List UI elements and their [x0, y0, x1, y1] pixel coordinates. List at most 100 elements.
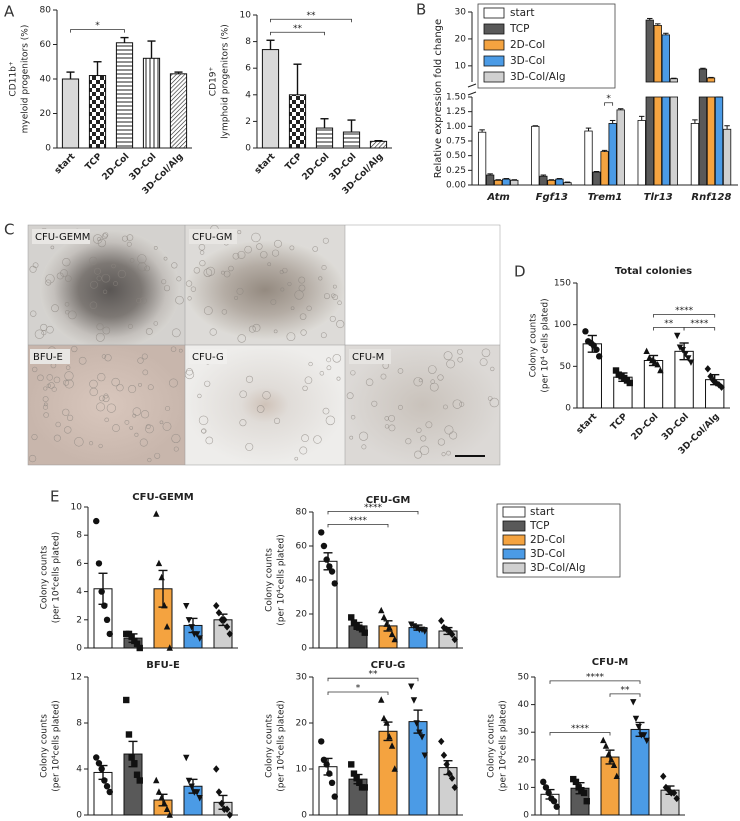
chart-title: BFU-E [146, 660, 180, 671]
significance-bracket [604, 102, 614, 106]
y-axis-label: Relative expression fold change [433, 19, 444, 178]
data-point [600, 736, 607, 744]
y-tick-label: 20 [296, 719, 308, 729]
cell [444, 425, 454, 435]
data-point [320, 542, 328, 550]
cell [32, 262, 39, 269]
bar [563, 182, 572, 186]
cell [137, 262, 147, 272]
cell [66, 414, 74, 421]
cell [45, 279, 52, 286]
cell [199, 260, 206, 267]
y-axis-label: (per 10⁴cells plated) [277, 700, 287, 791]
y-tick-label: 1.00 [446, 122, 466, 132]
data-point [378, 696, 385, 703]
legend-label: 3D-Col [530, 548, 565, 560]
cell [205, 436, 214, 445]
cell [443, 351, 453, 361]
y-tick-label: 0.75 [446, 137, 466, 147]
cell [443, 404, 448, 410]
cell [42, 396, 49, 403]
y-tick-label: 0 [523, 811, 529, 821]
cell [325, 415, 336, 426]
data-point [331, 793, 338, 800]
data-point [158, 573, 165, 581]
cell [239, 390, 247, 398]
data-point [674, 332, 681, 340]
data-point [715, 380, 723, 389]
cell [193, 267, 201, 274]
cell [139, 438, 148, 447]
legend-swatch [502, 534, 526, 546]
y-tick-label: 20 [296, 610, 308, 620]
y-axis-label: Colony counts [40, 545, 50, 609]
y-tick-label: 6 [245, 64, 251, 74]
chart-title: CFU-G [371, 660, 406, 671]
bar [318, 560, 338, 649]
micrograph-label: BFU-E [33, 352, 63, 363]
cell [330, 293, 336, 298]
data-point [128, 754, 135, 761]
significance-label: **** [675, 306, 694, 316]
bar-lower-segment [645, 96, 654, 186]
cell [147, 384, 154, 391]
chart-title: CFU-GM [366, 495, 411, 506]
data-point [223, 623, 231, 631]
cell [127, 323, 133, 329]
data-point [542, 784, 550, 791]
data-point [421, 752, 428, 759]
cell [102, 395, 110, 403]
data-point [196, 635, 203, 642]
data-point [593, 346, 600, 353]
cell [287, 281, 292, 287]
bar [342, 131, 361, 149]
cell [267, 262, 272, 267]
data-point [602, 742, 610, 749]
data-point [133, 771, 141, 778]
x-tick-label: Trem1 [588, 192, 623, 203]
cell [321, 265, 327, 271]
data-point [416, 729, 423, 736]
cell [312, 246, 319, 252]
data-point [213, 765, 220, 773]
bar [722, 128, 732, 186]
cell [163, 285, 171, 292]
legend-swatch [483, 39, 505, 51]
data-point [630, 699, 637, 706]
cell [65, 365, 71, 370]
cell [384, 424, 390, 429]
y-tick-label: 40 [40, 75, 52, 85]
cell [329, 315, 336, 322]
cell [153, 321, 159, 326]
cells [28, 225, 500, 463]
colony [40, 230, 180, 350]
bar [547, 179, 556, 186]
cell [274, 239, 282, 248]
label-box [32, 229, 90, 244]
cell [29, 265, 37, 273]
cell [60, 269, 68, 277]
cell [273, 417, 281, 424]
data-point [550, 798, 558, 805]
data-point [106, 788, 113, 796]
legend-label: 2D-Col [510, 39, 545, 51]
data-point [185, 777, 193, 785]
cell [308, 361, 313, 367]
cell [427, 365, 437, 374]
significance-label: **** [586, 672, 605, 682]
cell [349, 435, 354, 440]
data-point [226, 630, 233, 638]
data-point [438, 737, 445, 746]
data-point [580, 789, 588, 797]
cell [414, 450, 423, 459]
y-tick-label: 0 [301, 644, 307, 654]
cell [332, 354, 342, 363]
cell [289, 245, 295, 251]
cell [129, 258, 135, 263]
cell [279, 269, 284, 275]
cell [89, 256, 98, 266]
cell [298, 284, 306, 292]
cell [140, 410, 150, 419]
y-tick-label: 10 [455, 61, 467, 71]
cell [336, 376, 341, 381]
